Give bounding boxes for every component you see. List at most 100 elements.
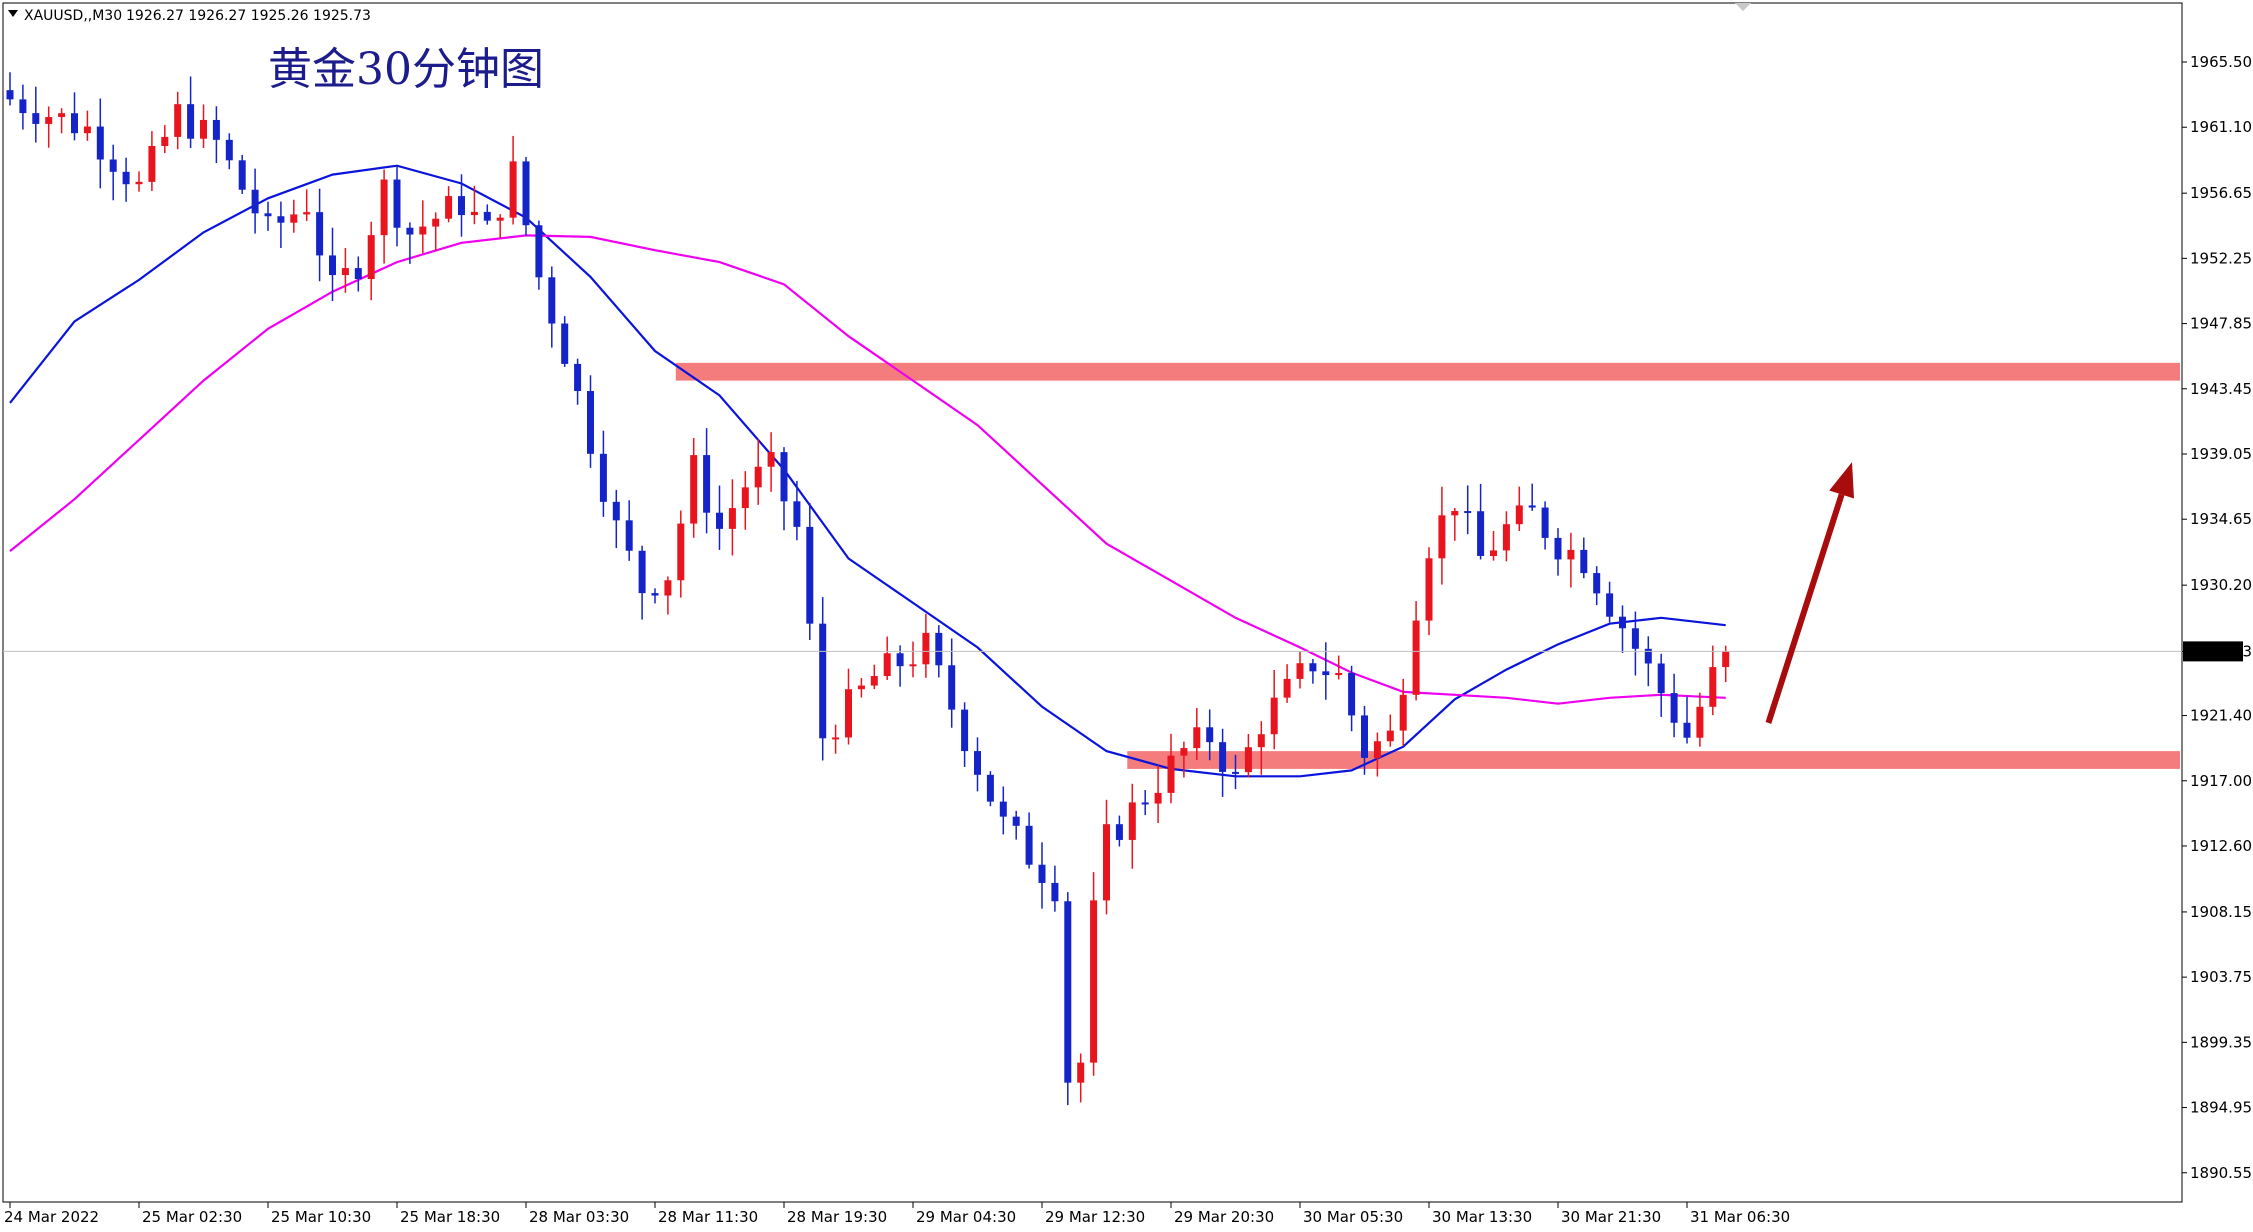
candle-body [238, 160, 246, 190]
chart-menu-icon[interactable] [8, 10, 18, 17]
candle-body [1502, 524, 1510, 551]
candle-body [303, 212, 311, 215]
candle-body [1206, 727, 1214, 743]
candle-body [935, 632, 943, 666]
candle-body [393, 179, 401, 228]
price-tick-label: 1917.00 [2190, 772, 2252, 790]
candle-body [896, 653, 904, 667]
candle-body [961, 709, 969, 752]
candle-body [1657, 663, 1665, 694]
price-tick-label: 1930.20 [2190, 576, 2252, 594]
candle-body [316, 212, 324, 256]
candle-body [1038, 864, 1046, 883]
candle-body [1309, 663, 1317, 672]
candle-body [1399, 694, 1407, 731]
time-tick-label: 30 Mar 05:30 [1303, 1208, 1403, 1226]
candle-body [380, 179, 388, 236]
candle-body [1619, 616, 1626, 629]
candle-body [1451, 511, 1459, 516]
time-tick-label: 31 Mar 06:30 [1690, 1208, 1790, 1226]
time-tick-label: 25 Mar 18:30 [400, 1208, 500, 1226]
candle-body [483, 211, 491, 221]
time-tick-label: 28 Mar 03:30 [529, 1208, 629, 1226]
candle-body [1077, 1062, 1085, 1083]
candle-body [1644, 648, 1652, 664]
candle-body [251, 189, 259, 214]
candle-body [1696, 706, 1704, 738]
price-tick-label: 1921.40 [2190, 707, 2252, 725]
candle-body [445, 196, 453, 219]
candle-body [522, 161, 530, 226]
candle-body [1580, 549, 1588, 574]
candle-body [174, 104, 182, 137]
candle-body [974, 751, 981, 775]
price-tick-label: 1956.65 [2190, 184, 2252, 202]
candle-body [767, 452, 775, 467]
time-axis: 24 Mar 2022 25 Mar 02:30 25 Mar 10:30 25 Ma… [4, 1202, 1790, 1226]
candle-body [1477, 511, 1485, 556]
candle-body [716, 512, 723, 529]
candle-body [1193, 727, 1201, 749]
time-tick-label: 28 Mar 19:30 [787, 1208, 887, 1226]
candle-body [870, 676, 878, 686]
candle-body [212, 119, 220, 140]
candle-body [625, 520, 633, 551]
candle-body [574, 363, 582, 392]
price-tick-label: 1903.75 [2190, 968, 2252, 986]
candle-body [341, 268, 349, 276]
candle-body [1232, 771, 1239, 774]
candle-body [1012, 816, 1020, 826]
price-tick-label: 1965.50 [2190, 53, 2252, 71]
candle-body [1567, 549, 1575, 560]
candle-body [1515, 505, 1523, 525]
candle-body [509, 161, 517, 218]
candle-body [200, 119, 207, 139]
current-price-label: 1925.73 [2190, 642, 2252, 660]
candle-body [458, 196, 465, 216]
candle-body [1322, 671, 1330, 676]
candle-body [754, 466, 762, 488]
candle-body [1438, 515, 1446, 559]
candle-body [45, 117, 53, 124]
arrow-shaft [1765, 493, 1845, 724]
candle-body [1528, 505, 1536, 508]
candle-body [948, 665, 956, 710]
price-zone-0 [675, 362, 2180, 381]
candle-body [58, 113, 66, 118]
candle-body [432, 218, 440, 227]
candle-body [1490, 550, 1497, 556]
candle-body [148, 145, 156, 182]
candle-body [1296, 663, 1304, 679]
candle-body [793, 501, 801, 527]
candle-body [277, 216, 285, 223]
candle-body [638, 550, 646, 594]
candle-body [1244, 747, 1252, 773]
candle-body [832, 737, 840, 740]
time-tick-label: 28 Mar 11:30 [658, 1208, 758, 1226]
candle-body [587, 391, 594, 454]
candle-body [1412, 620, 1420, 695]
candle-body [187, 104, 195, 139]
time-tick-label: 24 Mar 2022 [4, 1208, 99, 1226]
candle-body [1270, 697, 1278, 735]
price-tick-label: 1939.05 [2190, 445, 2252, 463]
price-tick-label: 1890.55 [2190, 1164, 2252, 1182]
candle-body [845, 689, 852, 738]
moving-averages [9, 164, 1726, 778]
price-tick-label: 1952.25 [2190, 249, 2252, 267]
shift-marker-icon[interactable] [1735, 3, 1751, 11]
candle-body [71, 113, 78, 134]
arrow-head [1829, 462, 1855, 499]
price-tick-label: 1912.60 [2190, 837, 2252, 855]
candle-body [135, 181, 143, 185]
candle-body [1464, 511, 1472, 514]
candle-body [857, 685, 865, 690]
candle-body [1128, 802, 1136, 840]
candle-body [496, 217, 504, 221]
price-tick-label: 1943.45 [2190, 380, 2252, 398]
candle-body [1090, 900, 1098, 1063]
candle-body [1722, 651, 1730, 668]
candle-body [999, 801, 1007, 817]
